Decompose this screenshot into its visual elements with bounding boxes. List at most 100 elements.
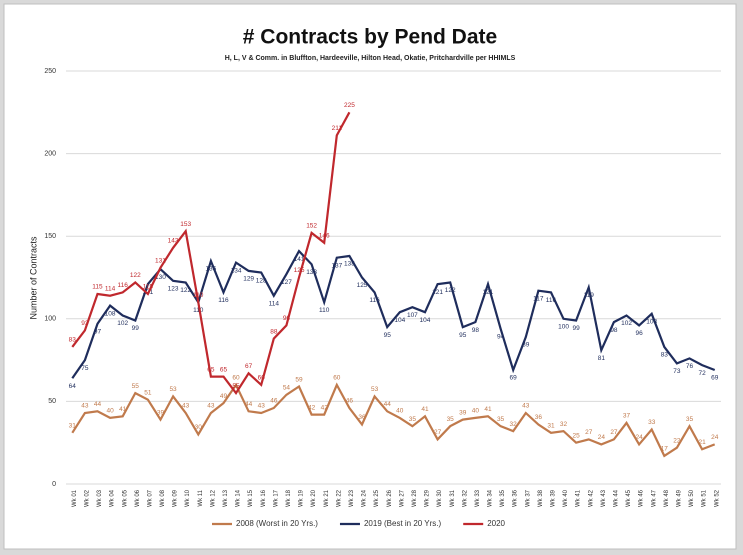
- data-label: 53: [169, 386, 177, 393]
- data-label: 133: [306, 269, 317, 276]
- x-tick-label: Wk 11: [198, 489, 204, 506]
- data-label: 130: [155, 274, 166, 281]
- data-label: 134: [231, 267, 242, 274]
- x-tick-label: Wk 35: [500, 489, 506, 507]
- data-label: 44: [245, 401, 253, 408]
- data-label: 125: [294, 267, 305, 274]
- data-label: 225: [344, 102, 355, 109]
- data-label: 75: [81, 365, 89, 372]
- data-label: 25: [573, 432, 581, 439]
- data-label: 81: [598, 355, 606, 362]
- data-label: 115: [92, 284, 103, 291]
- x-tick-label: Wk 37: [525, 489, 531, 507]
- data-label: 42: [308, 404, 316, 411]
- data-label: 122: [445, 287, 456, 294]
- data-label: 117: [533, 295, 544, 302]
- data-label: 110: [193, 292, 204, 299]
- x-tick-label: Wk 45: [626, 489, 632, 507]
- data-label: 35: [497, 416, 505, 423]
- data-label: 122: [180, 287, 191, 294]
- data-label: 128: [256, 277, 267, 284]
- x-tick-label: Wk 34: [488, 489, 494, 507]
- x-tick-label: Wk 30: [437, 489, 443, 507]
- data-label: 43: [522, 403, 530, 410]
- data-label: 131: [155, 257, 166, 264]
- x-tick-label: Wk 33: [475, 489, 481, 507]
- data-label: 21: [698, 439, 706, 446]
- data-label: 152: [306, 223, 317, 230]
- x-tick-label: Wk 04: [110, 489, 116, 507]
- data-label: 36: [358, 414, 366, 421]
- x-tick-label: Wk 06: [135, 489, 141, 507]
- y-tick-label: 50: [48, 398, 56, 405]
- data-label: 43: [81, 403, 89, 410]
- x-tick-label: Wk 38: [538, 489, 544, 507]
- data-label: 116: [546, 297, 557, 304]
- data-label: 60: [333, 375, 341, 382]
- data-label: 46: [270, 398, 278, 405]
- data-label: 17: [661, 446, 669, 453]
- data-label: 42: [321, 404, 329, 411]
- x-tick-label: Wk 29: [425, 489, 431, 507]
- x-tick-label: Wk 07: [147, 489, 153, 507]
- data-label: 98: [472, 327, 480, 334]
- data-label: 59: [295, 376, 303, 383]
- x-tick-label: Wk 15: [248, 489, 254, 507]
- data-label: 41: [119, 406, 127, 413]
- data-label: 24: [636, 434, 644, 441]
- legend-label: 2019 (Best in 20 Yrs.): [364, 519, 442, 528]
- x-tick-label: Wk 14: [236, 489, 242, 507]
- data-label: 40: [106, 408, 114, 415]
- data-label: 65: [220, 366, 228, 373]
- data-label: 110: [319, 307, 330, 314]
- data-label: 39: [157, 409, 165, 416]
- chart-title: # Contracts by Pend Date: [243, 26, 497, 49]
- data-label: 211: [332, 125, 343, 132]
- x-tick-label: Wk 10: [185, 489, 191, 507]
- legend-label: 2008 (Worst in 20 Yrs.): [236, 519, 318, 528]
- data-label: 67: [245, 363, 253, 370]
- data-label: 153: [180, 221, 191, 228]
- data-label: 83: [69, 337, 77, 344]
- data-label: 102: [117, 320, 128, 327]
- data-label: 141: [294, 256, 305, 263]
- x-tick-label: Wk 44: [614, 489, 620, 507]
- x-tick-label: Wk 49: [676, 489, 682, 507]
- chart-subtitle: H, L, V & Comm. in Bluffton, Hardeeville…: [225, 55, 516, 62]
- x-tick-label: Wk 17: [273, 489, 279, 507]
- data-label: 121: [432, 289, 443, 296]
- data-label: 40: [472, 408, 480, 415]
- x-tick-label: Wk 24: [362, 489, 368, 507]
- data-label: 114: [269, 300, 280, 307]
- data-label: 46: [346, 398, 354, 405]
- x-tick-label: Wk 46: [639, 489, 645, 507]
- data-label: 76: [686, 363, 694, 370]
- data-label: 94: [497, 333, 505, 340]
- data-label: 138: [344, 261, 355, 268]
- data-label: 44: [384, 401, 392, 408]
- x-tick-label: Wk 28: [412, 489, 418, 507]
- x-tick-label: Wk 13: [223, 489, 229, 507]
- data-label: 32: [560, 421, 568, 428]
- data-label: 122: [130, 272, 141, 279]
- x-tick-label: Wk 43: [601, 489, 607, 507]
- x-tick-label: Wk 18: [286, 489, 292, 507]
- data-label: 96: [283, 315, 291, 322]
- data-label: 116: [117, 282, 128, 289]
- data-label: 103: [646, 319, 657, 326]
- data-label: 93: [81, 320, 89, 327]
- data-label: 55: [132, 383, 140, 390]
- x-tick-label: Wk 21: [324, 489, 330, 507]
- data-label: 43: [258, 403, 266, 410]
- data-label: 36: [535, 414, 543, 421]
- x-tick-label: Wk 03: [97, 489, 103, 507]
- x-tick-label: Wk 32: [462, 489, 468, 507]
- data-label: 114: [105, 285, 116, 292]
- data-label: 96: [636, 330, 644, 337]
- x-tick-label: Wk 23: [349, 489, 355, 507]
- data-label: 115: [143, 284, 154, 291]
- data-label: 107: [407, 312, 418, 319]
- data-label: 99: [573, 325, 581, 332]
